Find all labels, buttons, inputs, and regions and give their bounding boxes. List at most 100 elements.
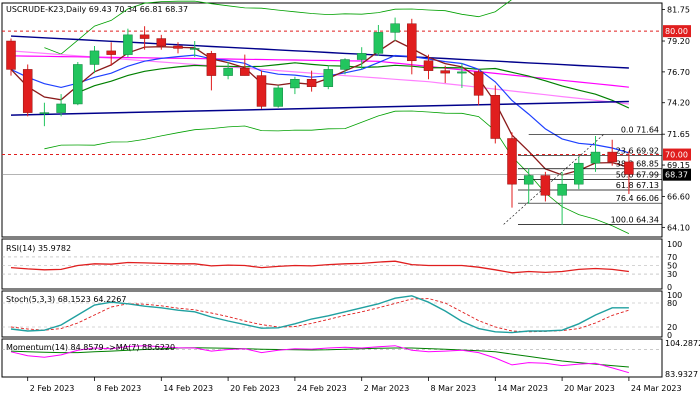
ma55-line	[10, 55, 629, 88]
x-axis-label: 24 Feb 2023	[297, 384, 347, 393]
momentum-ma-line	[10, 347, 629, 368]
fib-level-label: 23.6 69.92	[616, 147, 659, 156]
momentum-title: Momentum(14) 84.8579 ->MA(7) 88.6220	[6, 343, 175, 352]
rsi-axis-label: 0	[667, 283, 672, 292]
momentum-line	[10, 345, 630, 374]
x-axis-label: 14 Mar 2023	[497, 384, 548, 393]
x-axis-label: 24 Mar 2023	[631, 384, 682, 393]
candle-body	[590, 151, 601, 164]
candle-body	[206, 53, 217, 76]
x-axis-label: 14 Feb 2023	[163, 384, 213, 393]
candle-body	[240, 67, 250, 76]
candle-body	[423, 60, 434, 71]
candle-body	[173, 45, 183, 49]
stoch-title: Stoch(5,3,3) 68.1523 64.2267	[6, 295, 126, 304]
price-tag-bg	[663, 25, 691, 38]
ema5-line	[10, 39, 630, 176]
price-axis-label: 76.70	[667, 68, 690, 77]
candle-body	[440, 70, 450, 74]
fib-level-label: 38.2 68.85	[616, 160, 659, 169]
stoch-plot	[2, 295, 662, 334]
candle-body	[607, 151, 617, 163]
price-axis-label: 74.20	[667, 99, 690, 108]
candle-body	[156, 38, 167, 47]
price-axis-label: 81.75	[667, 6, 690, 15]
price-tag-label: 70.00	[665, 151, 688, 160]
candle-body	[457, 71, 467, 74]
candle-body	[106, 50, 116, 55]
candle-body	[407, 23, 417, 62]
stoch-panel-frame	[1, 290, 663, 338]
candle-body	[123, 34, 133, 55]
candle-body	[73, 64, 83, 105]
x-axis-label: 20 Mar 2023	[564, 384, 615, 393]
rsi-title: RSI(14) 35.9782	[6, 244, 71, 253]
rsi-axis-label: 100	[667, 240, 682, 249]
candle-body	[340, 59, 350, 70]
rsi-axis-label: 70	[667, 253, 677, 262]
candle-body	[323, 69, 334, 87]
bollinger-upper-band	[44, 0, 512, 55]
candle-body	[306, 79, 317, 87]
candle-body	[256, 75, 267, 107]
x-axis-label: 8 Feb 2023	[97, 384, 142, 393]
stoch-axis-label: 20	[667, 323, 677, 332]
rsi-axis-label: 50	[667, 262, 677, 271]
candle-body	[574, 162, 584, 185]
rsi-axis-label: 30	[667, 270, 677, 279]
x-axis-label: 8 Mar 2023	[431, 384, 477, 393]
candle-body	[189, 48, 200, 50]
chart-title: USCRUDE-K23,Daily 69.43 70.34 66.81 68.3…	[6, 5, 188, 14]
candle-body	[356, 53, 367, 60]
momentum-plot	[2, 345, 662, 374]
price-axis-label: 69.15	[667, 161, 690, 170]
candle-body	[273, 87, 283, 107]
momentum-panel-frame	[1, 338, 663, 378]
stoch-axis-label: 100	[667, 291, 682, 300]
price-panel-frame	[1, 2, 663, 238]
rsi-plot	[2, 256, 662, 275]
fib-anchor-line	[503, 134, 605, 225]
candle-body	[507, 138, 517, 185]
candle-body	[56, 103, 66, 113]
candle-body	[89, 50, 100, 65]
stoch-axis-label: 80	[667, 299, 677, 308]
x-axis-label: 2 Feb 2023	[30, 384, 75, 393]
price-axis-label: 79.20	[667, 37, 690, 46]
stoch-k-line	[10, 295, 629, 334]
price-axis-label: 64.10	[667, 223, 690, 232]
fib-level-label: 50.0 67.99	[616, 170, 659, 179]
fib-level-label: 0.0 71.64	[621, 125, 659, 134]
price-tag-label: 80.00	[665, 27, 688, 36]
fib-level-label: 100.0 64.34	[611, 215, 659, 224]
candle-body	[390, 23, 400, 33]
candle-body	[139, 34, 150, 39]
price-axis-label: 71.65	[667, 130, 690, 139]
last-price-tag-bg	[663, 168, 691, 181]
support-trendline	[10, 100, 629, 116]
candle-body	[22, 69, 33, 113]
momentum-axis-label: 83.9327	[665, 370, 698, 379]
x-axis-label: 20 Feb 2023	[230, 384, 280, 393]
candle-body	[490, 95, 501, 139]
price-axis-label: 66.60	[667, 193, 690, 202]
momentum-axis-label: 104.2872	[665, 339, 700, 348]
ma200-line	[10, 35, 629, 69]
stoch-axis-label: 0	[667, 331, 672, 340]
fib-level-label: 76.4 66.06	[616, 194, 659, 203]
last-price-tag-label: 68.37	[665, 171, 688, 180]
candle-body	[290, 79, 300, 89]
candle-body	[557, 183, 567, 196]
price-tag-bg	[663, 148, 691, 161]
ema10-line	[10, 54, 630, 154]
candle-body	[473, 71, 484, 96]
ma100-line	[10, 50, 629, 105]
candle-body	[523, 175, 534, 185]
fib-level-label: 61.8 67.13	[616, 181, 659, 190]
candle-body	[6, 40, 16, 70]
x-axis-label: 2 Mar 2023	[364, 384, 410, 393]
